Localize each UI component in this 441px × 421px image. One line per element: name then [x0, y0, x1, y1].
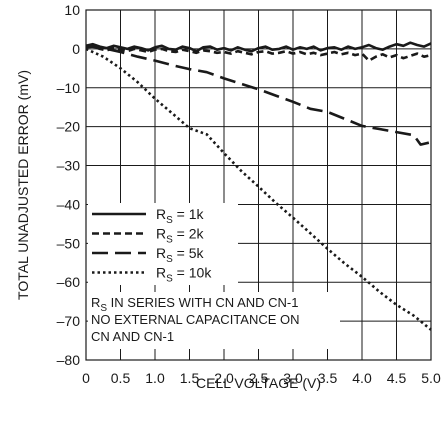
- y-tick-label: 10: [64, 2, 80, 18]
- legend-background: [88, 203, 238, 285]
- annotation-subscript: S: [100, 303, 107, 314]
- annotation-text-rest: IN SERIES WITH CN AND CN-1: [107, 295, 298, 310]
- x-tick-label: 0.5: [111, 370, 131, 386]
- series-line-4: [85, 47, 432, 331]
- legend-label-subscript: S: [166, 254, 173, 265]
- tick-labels: 0 0.5 1.0 1.5 2.0 2.5 3.0 3.5 4.0 4.5 5.0 10 0 –10 –20…: [57, 2, 441, 386]
- y-tick-label: –80: [57, 352, 81, 368]
- legend-label-subscript: S: [166, 235, 173, 246]
- x-tick-label: 2.5: [249, 370, 269, 386]
- series-line-3: [85, 44, 432, 146]
- legend-label: RS = 1k: [156, 206, 205, 226]
- series-layer: [85, 41, 432, 331]
- y-tick-label: –20: [57, 119, 81, 135]
- legend-label-rest: = 5k: [173, 245, 205, 261]
- x-tick-label: 1.0: [145, 370, 165, 386]
- x-tick-label: 5.0: [421, 370, 441, 386]
- legend-label-subscript: S: [166, 274, 173, 285]
- y-axis-title: TOTAL UNADJUSTED ERROR (mV): [15, 70, 31, 300]
- y-tick-label: –30: [57, 158, 81, 174]
- legend-label: RS = 5k: [156, 245, 205, 265]
- legend-label-main: R: [156, 206, 166, 222]
- series-line-1: [85, 41, 432, 53]
- y-tick-label: –70: [57, 313, 81, 329]
- x-tick-label: 1.5: [180, 370, 200, 386]
- legend-label-main: R: [156, 226, 166, 242]
- x-tick-label: 3.0: [283, 370, 303, 386]
- x-tick-label: 2.0: [214, 370, 234, 386]
- x-axis-title: CELL VOLTAGE (V): [196, 375, 321, 391]
- annotation-text: R: [91, 295, 100, 310]
- series-line-2: [85, 45, 432, 62]
- plot-frame: [85, 9, 432, 361]
- y-tick-label: –40: [57, 196, 81, 212]
- annotation-background: [88, 292, 340, 349]
- legend-label-main: R: [156, 245, 166, 261]
- y-tick-label: 0: [72, 41, 80, 57]
- legend-label-main: R: [156, 265, 166, 281]
- x-tick-label: 4.5: [387, 370, 407, 386]
- x-tick-label: 3.5: [318, 370, 338, 386]
- x-tick-label: 4.0: [352, 370, 372, 386]
- x-tick-label: 0: [82, 370, 90, 386]
- y-tick-label: –10: [57, 80, 81, 96]
- annotation-text: NO EXTERNAL CAPACITANCE ON: [91, 312, 300, 327]
- annotation-line: NO EXTERNAL CAPACITANCE ON: [91, 312, 300, 327]
- y-tick-label: –50: [57, 235, 81, 251]
- legend-label-rest: = 10k: [173, 265, 213, 281]
- legend-label-subscript: S: [166, 215, 173, 226]
- annotation-text: CN AND CN-1: [91, 329, 174, 344]
- legend-label-rest: = 1k: [173, 206, 205, 222]
- legend-label: RS = 2k: [156, 226, 205, 246]
- y-tick-label: –60: [57, 274, 81, 290]
- legend-label: RS = 10k: [156, 265, 212, 285]
- annotation: RS IN SERIES WITH CN AND CN-1NO EXTERNAL…: [88, 292, 340, 349]
- annotation-line: RS IN SERIES WITH CN AND CN-1: [91, 295, 298, 314]
- legend-label-rest: = 2k: [173, 226, 205, 242]
- annotation-line: CN AND CN-1: [91, 329, 174, 344]
